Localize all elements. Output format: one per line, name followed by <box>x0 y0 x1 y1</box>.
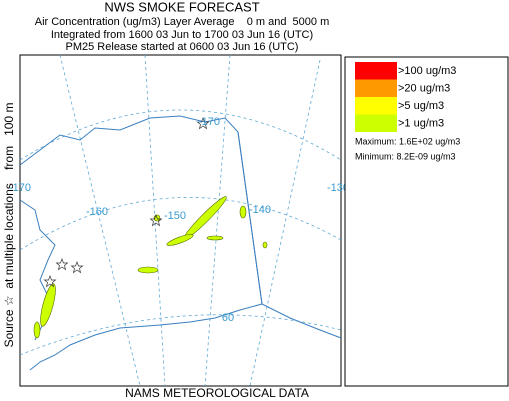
map-label: -160 <box>86 206 108 218</box>
map-label: -140 <box>249 204 271 216</box>
title: NWS SMOKE FORECAST <box>104 0 259 14</box>
map-label: -150 <box>164 210 186 222</box>
minimum: Minimum: 8.2E-09 ug/m3 <box>355 151 456 161</box>
legend: >100 ug/m3 >20 ug/m3 >5 ug/m3 >1 ug/m3 Maxi… <box>344 56 509 387</box>
graticule <box>249 59 321 387</box>
graticule <box>19 109 342 161</box>
plumes <box>33 196 268 339</box>
maximum: Maximum: 1.6E+02 ug/m3 <box>355 136 460 146</box>
subtitle: Integrated from 1600 03 Jun to 1700 03 J… <box>51 29 313 41</box>
graticule <box>204 54 231 387</box>
graticule <box>59 54 141 387</box>
border <box>237 131 263 305</box>
subtitle: Air Concentration (ug/m3) Layer Average … <box>35 16 330 28</box>
source-stars <box>43 117 210 288</box>
legend-swatch <box>355 114 397 132</box>
map-label: 60 <box>222 312 234 324</box>
legend-swatch <box>355 79 397 97</box>
legend-label: >1 ug/m3 <box>398 117 444 129</box>
graticule <box>19 196 342 251</box>
footer: NAMS METEOROLOGICAL DATA <box>125 386 309 400</box>
legend-swatch <box>355 62 397 80</box>
legend-swatch <box>355 97 397 115</box>
map-label: -170 <box>198 116 220 128</box>
map-label: -130 <box>327 182 349 194</box>
graticule <box>144 54 166 387</box>
side-label: Source ☆ at multiple locations from 100 … <box>2 103 16 348</box>
legend-label: >5 ug/m3 <box>398 100 444 112</box>
legend-label: >100 ug/m3 <box>398 65 456 77</box>
map-label: -170 <box>9 182 31 194</box>
legend-label: >20 ug/m3 <box>398 82 450 94</box>
subtitle: PM25 Release started at 0600 03 Jun 16 (… <box>66 41 299 53</box>
map: -170 -170 -160 -150 -140 -130 60 <box>9 54 349 387</box>
